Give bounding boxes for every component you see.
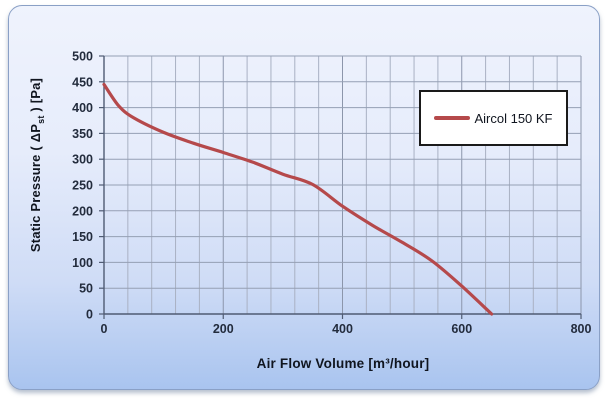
y-tick-label: 50	[79, 282, 93, 296]
y-axis-title-suffix: ) [Pa]	[28, 77, 44, 116]
y-tick-label: 200	[72, 204, 93, 218]
x-axis-title: Air Flow Volume [m³/hour]	[256, 356, 430, 371]
legend-label: Aircol 150 KF	[474, 110, 553, 126]
y-tick-label: 450	[72, 75, 93, 89]
y-tick-label: 250	[72, 179, 93, 193]
legend: Aircol 150 KF	[419, 90, 568, 146]
x-tick-label: 400	[332, 322, 353, 336]
y-axis-title-subscript: st	[35, 115, 46, 124]
y-tick-label: 500	[72, 50, 93, 64]
y-axis-title-prefix: Static Pressure ( ΔP	[28, 123, 44, 253]
series-curve	[102, 82, 494, 316]
x-tick-label: 800	[571, 322, 592, 336]
y-axis-title: Static Pressure ( ΔPst ) [Pa]	[28, 78, 46, 252]
legend-line-sample-icon	[434, 116, 471, 120]
y-tick-label: 100	[72, 256, 93, 270]
y-tick-label: 0	[86, 308, 93, 322]
x-tick-label: 0	[101, 322, 108, 336]
x-tick-label: 200	[213, 322, 234, 336]
y-tick-label: 150	[72, 230, 93, 244]
y-tick-label: 300	[72, 153, 93, 167]
x-tick-label: 600	[451, 322, 472, 336]
y-tick-label: 350	[72, 127, 93, 141]
chart-frame	[8, 5, 600, 390]
y-tick-label: 400	[72, 101, 93, 115]
